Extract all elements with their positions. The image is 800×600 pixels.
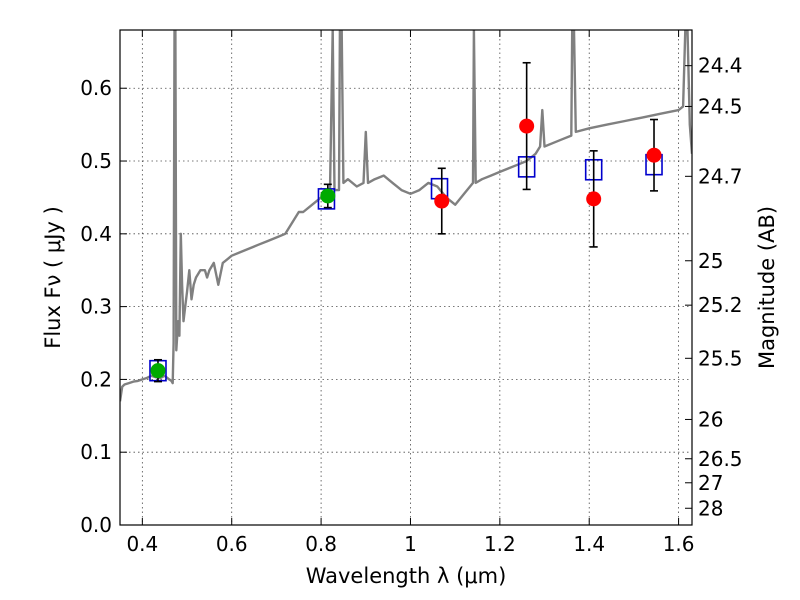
right-tick-label: 28 <box>698 496 723 520</box>
y-tick-label: 0.1 <box>80 440 112 464</box>
red-point <box>434 193 450 209</box>
x-tick-label: 1.4 <box>573 532 605 556</box>
tick-labels: 0.4 0.6 0.8 1 1.2 1.4 1.6 0.0 0.1 0.2 0.3 0.4 0.5 0.6… <box>80 54 742 556</box>
y-tick-label: 0.0 <box>80 513 112 537</box>
right-tick-label: 27 <box>698 471 723 495</box>
right-tick-label: 24.7 <box>698 164 743 188</box>
right-tick-label: 26 <box>698 407 723 431</box>
y-tick-label: 0.3 <box>80 295 112 319</box>
y-axis-label-right: Magnitude (AB) <box>755 206 779 369</box>
model-squares-series <box>149 153 663 382</box>
errorbars <box>153 61 659 383</box>
plot-frame <box>119 29 693 526</box>
right-tick-label: 24.5 <box>698 94 743 118</box>
y-tick-label: 0.2 <box>80 367 112 391</box>
x-tick-label: 1.2 <box>484 532 516 556</box>
y-tick-label: 0.6 <box>80 76 112 100</box>
grid-lines <box>120 30 692 526</box>
y-axis-label-left: Flux Fν ( μJy ) <box>41 206 65 349</box>
x-tick-label: 0.8 <box>305 532 337 556</box>
y-tick-label: 0.4 <box>80 222 112 246</box>
x-axis-label: Wavelength λ (μm) <box>306 564 507 588</box>
right-tick-label: 24.4 <box>698 54 743 78</box>
red-point <box>646 147 662 163</box>
x-tick-label: 0.6 <box>216 532 248 556</box>
y-tick-label: 0.5 <box>80 149 112 173</box>
green-point <box>320 188 336 204</box>
spectrum-series <box>120 30 692 402</box>
right-tick-label: 25.2 <box>698 293 743 317</box>
red-point <box>519 118 535 134</box>
x-tick-label: 1 <box>404 532 417 556</box>
x-tick-label: 1.6 <box>663 532 695 556</box>
spectrum-line <box>120 30 692 402</box>
green-point <box>150 363 166 379</box>
observed-points-series <box>150 118 662 379</box>
right-tick-label: 26.5 <box>698 447 743 471</box>
axis-ticks <box>120 30 692 526</box>
x-tick-label: 0.4 <box>126 532 158 556</box>
right-tick-label: 25 <box>698 249 723 273</box>
red-point <box>586 191 602 207</box>
right-tick-label: 25.5 <box>698 346 743 370</box>
